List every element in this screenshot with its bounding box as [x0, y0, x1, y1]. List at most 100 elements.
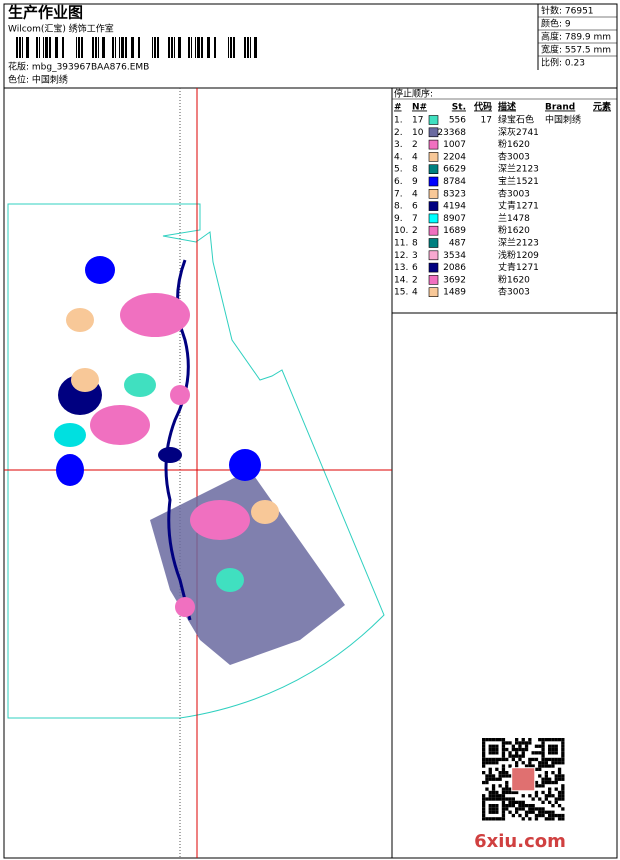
- bar-stripe: [22, 37, 23, 58]
- qr-module: [548, 817, 552, 821]
- qr-module: [491, 790, 496, 795]
- qr-module: [551, 794, 555, 798]
- column-header: N#: [412, 103, 427, 113]
- qr-module: [541, 761, 545, 765]
- qr-module: [482, 817, 486, 821]
- qr-module: [482, 797, 486, 801]
- bar-stripe: [244, 37, 246, 58]
- qr-module: [561, 787, 565, 791]
- qr-module: [538, 767, 542, 771]
- qr-module: [515, 741, 519, 745]
- bar-stripe: [78, 37, 80, 58]
- qr-module: [518, 744, 522, 748]
- color-swatch: [428, 287, 439, 298]
- qr-module: [482, 794, 486, 798]
- qr-module: [561, 774, 565, 778]
- stitches: 8323: [443, 189, 466, 199]
- color-swatch: [428, 238, 439, 248]
- qr-module: [534, 807, 539, 811]
- qr-module: [501, 790, 506, 795]
- qr-module: [548, 790, 552, 795]
- qr-module: [548, 800, 552, 804]
- qr-module: [531, 751, 535, 755]
- qr-module: [505, 797, 509, 801]
- qr-module: [498, 794, 502, 798]
- qr-module: [508, 741, 512, 745]
- qr-module: [541, 738, 545, 742]
- qr-module: [557, 804, 562, 808]
- qr-module: [498, 784, 502, 788]
- qr-module: [498, 771, 502, 775]
- qr-module: [561, 784, 565, 788]
- qr-module: [524, 804, 529, 808]
- description: 杏3003: [498, 286, 530, 298]
- qr-module: [561, 790, 565, 795]
- qr-module: [557, 761, 562, 765]
- qr-module: [538, 764, 542, 768]
- qr-module: [521, 751, 525, 755]
- qr-module: [491, 817, 496, 821]
- bar-stripe: [154, 37, 156, 58]
- qr-module: [501, 738, 506, 742]
- qr-module: [528, 804, 532, 808]
- qr-module: [531, 757, 535, 762]
- qr-module: [488, 817, 492, 821]
- qr-module: [531, 804, 535, 808]
- row-number: 13.: [394, 263, 408, 273]
- qr-module: [541, 757, 545, 762]
- color-swatch: [428, 201, 439, 211]
- bar-stripe: [188, 37, 190, 58]
- color-swatch: [428, 176, 439, 187]
- qr-module: [544, 777, 548, 781]
- stitches: 3692: [443, 275, 466, 285]
- qr-module: [518, 757, 522, 762]
- title: 生产作业图: [8, 4, 83, 22]
- qr-module: [518, 813, 522, 818]
- qr-module: [551, 747, 555, 752]
- qr-module: [538, 810, 542, 814]
- description: 杏3003: [498, 150, 530, 162]
- needle: 2: [412, 275, 418, 285]
- qr-module: [488, 794, 492, 798]
- qr-module: [518, 804, 522, 808]
- qr-module: [491, 774, 496, 778]
- qr-module: [561, 747, 565, 752]
- stitches: 2086: [443, 263, 466, 273]
- bar-stripe: [49, 37, 51, 58]
- qr-module: [501, 744, 506, 748]
- qr-module: [488, 767, 492, 771]
- needle: 4: [412, 288, 418, 298]
- qr-module: [501, 741, 506, 745]
- qr-module: [541, 754, 545, 758]
- qr-module: [524, 764, 529, 768]
- qr-module: [548, 751, 552, 755]
- bar-stripe: [43, 37, 44, 58]
- qr-module: [544, 774, 548, 778]
- bar-stripe: [178, 37, 181, 58]
- qr-module: [501, 747, 506, 752]
- qr-module: [482, 757, 486, 762]
- qr-module: [488, 774, 492, 778]
- qr-module: [528, 741, 532, 745]
- description: 深灰2741: [498, 126, 539, 138]
- qr-module: [554, 757, 558, 762]
- bar-stripe: [207, 37, 210, 58]
- qr-module: [501, 804, 506, 808]
- bar-stripe: [112, 37, 114, 58]
- qr-module: [551, 761, 555, 765]
- qr-module: [482, 761, 486, 765]
- qr-module: [534, 757, 539, 762]
- qr-module: [501, 754, 506, 758]
- qr-module: [548, 810, 552, 814]
- bar-stripe: [197, 37, 200, 58]
- qr-module: [501, 794, 506, 798]
- row-number: 2.: [394, 128, 403, 138]
- qr-module: [488, 761, 492, 765]
- color-swatch: [428, 225, 439, 236]
- qr-module: [508, 790, 512, 795]
- qr-module: [488, 777, 492, 781]
- qr-module: [551, 764, 555, 768]
- qr-module: [561, 741, 565, 745]
- qr-module: [515, 751, 519, 755]
- qr-module: [508, 764, 512, 768]
